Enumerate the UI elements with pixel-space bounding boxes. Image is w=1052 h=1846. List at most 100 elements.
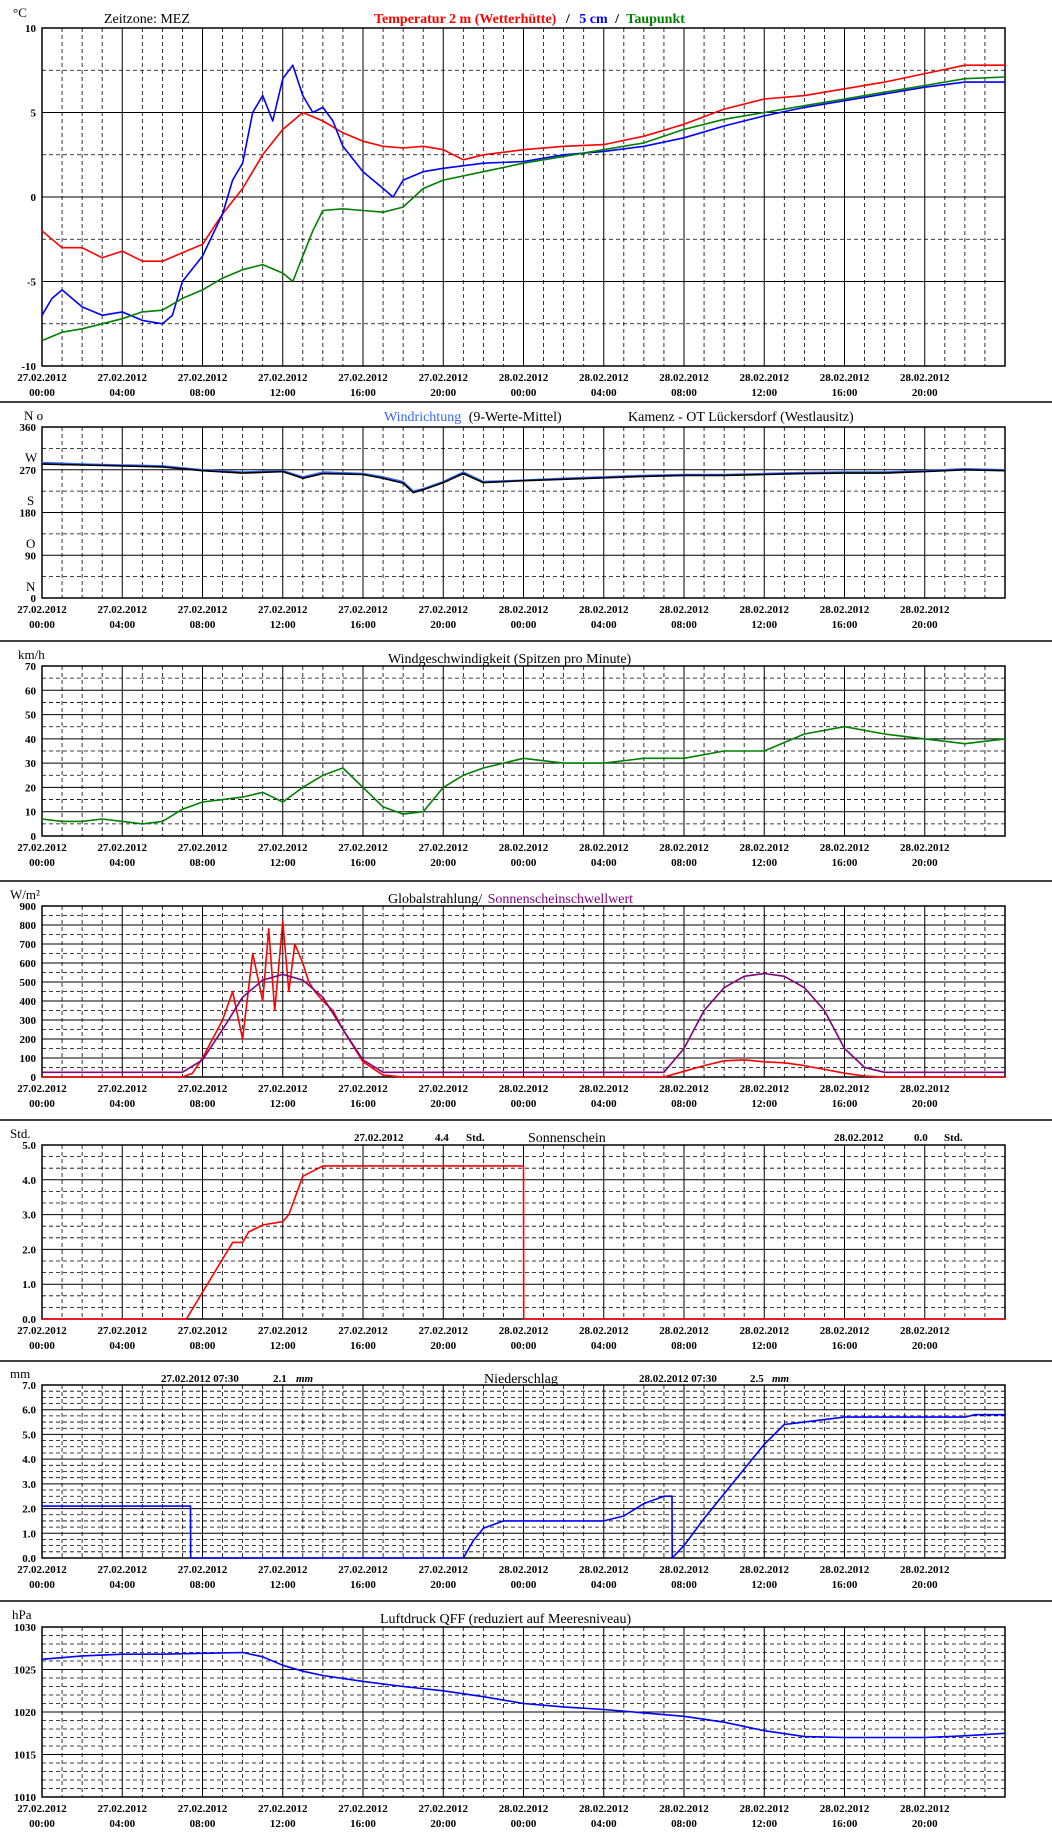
y-tick-label: 20 xyxy=(25,782,37,794)
radiation-y-ticks: 900 800 700 600 500 400 300 200 100 0 xyxy=(20,901,37,1084)
sunshine-day1-date: 27.02.2012 xyxy=(354,1132,404,1144)
x-tick-date: 28.02.2012 xyxy=(900,1325,950,1337)
x-tick-time: 16:00 xyxy=(350,1098,376,1110)
x-tick-time: 16:00 xyxy=(350,619,376,631)
x-tick-time: 00:00 xyxy=(511,1818,537,1830)
x-tick-time: 00:00 xyxy=(511,857,537,869)
x-tick-date: 28.02.2012 xyxy=(499,842,549,854)
x-tick-date: 27.02.2012 xyxy=(98,1325,148,1337)
y-tick-label: -5 xyxy=(27,277,37,289)
x-tick-date: 28.02.2012 xyxy=(740,1325,790,1337)
y-tick-label: 2.0 xyxy=(22,1244,36,1256)
pressure-series-luftdruck-qff xyxy=(41,1651,1006,1739)
compass-o: O xyxy=(26,536,35,551)
wind-speed-title: Windgeschwindigkeit (Spitzen pro Minute) xyxy=(388,652,632,667)
pressure-x-ticks: 27.02.2012 00:00 27.02.2012 04:00 27.02.2012… xyxy=(17,1803,950,1830)
x-tick-date: 27.02.2012 xyxy=(98,604,148,616)
panel-separators xyxy=(0,401,1052,1602)
x-tick-time: 08:00 xyxy=(671,857,697,869)
x-tick-time: 20:00 xyxy=(430,857,456,869)
radiation-vgrid xyxy=(41,906,1006,1077)
x-tick-time: 20:00 xyxy=(912,1098,938,1110)
precip-day1-value: 2.1 xyxy=(273,1373,287,1385)
x-tick-time: 04:00 xyxy=(109,619,135,631)
y-tick-label: 0 xyxy=(31,831,37,843)
sunshine-title: Sonnenschein xyxy=(528,1131,606,1146)
x-tick-date: 27.02.2012 xyxy=(258,842,308,854)
y-tick-label: 90 xyxy=(25,550,37,562)
precip-day1-unit: mm xyxy=(296,1373,314,1385)
sunshine-y-ticks: 5.0 4.0 3.0 2.0 1.0 0.0 xyxy=(22,1140,36,1326)
legend-sep1: / xyxy=(565,12,571,27)
x-tick-time: 00:00 xyxy=(29,1340,55,1352)
x-tick-date: 27.02.2012 xyxy=(419,1803,469,1815)
wind-speed-vgrid xyxy=(41,666,1006,836)
x-tick-time: 04:00 xyxy=(109,857,135,869)
wind-dir-legend-b: (9-Werte-Mittel) xyxy=(469,410,562,425)
x-tick-date: 27.02.2012 xyxy=(258,372,308,384)
y-tick-label: 4.0 xyxy=(22,1175,36,1187)
temperature-unit: °C xyxy=(13,5,27,20)
x-tick-date: 27.02.2012 xyxy=(338,1803,388,1815)
x-tick-time: 16:00 xyxy=(832,1818,858,1830)
x-tick-date: 28.02.2012 xyxy=(659,842,709,854)
x-tick-time: 16:00 xyxy=(350,1579,376,1591)
x-tick-date: 28.02.2012 xyxy=(659,604,709,616)
x-tick-time: 08:00 xyxy=(190,1579,216,1591)
precip-panel-labels: mm 27.02.2012 07:30 2.1 mm Niederschlag … xyxy=(10,1366,790,1387)
x-tick-date: 27.02.2012 xyxy=(178,1564,228,1576)
sunshine-panel-labels: Std. 27.02.2012 4.4 Std. Sonnenschein 28… xyxy=(10,1126,963,1146)
x-tick-time: 00:00 xyxy=(29,619,55,631)
x-tick-time: 20:00 xyxy=(912,1818,938,1830)
radiation-title: Globalstrahlung/ Sonnenscheinschwellwert xyxy=(388,892,633,907)
x-tick-time: 04:00 xyxy=(109,1098,135,1110)
precip-frame xyxy=(41,1384,1006,1559)
x-tick-date: 28.02.2012 xyxy=(820,604,870,616)
y-tick-label: 2.0 xyxy=(22,1504,36,1516)
x-tick-date: 28.02.2012 xyxy=(499,604,549,616)
radiation-title-b: Sonnenscheinschwellwert xyxy=(488,892,634,907)
x-tick-time: 12:00 xyxy=(751,1818,777,1830)
x-tick-date: 28.02.2012 xyxy=(499,1325,549,1337)
x-tick-time: 20:00 xyxy=(912,857,938,869)
y-tick-label: 5.0 xyxy=(22,1140,36,1152)
x-tick-time: 04:00 xyxy=(591,619,617,631)
y-tick-label: 500 xyxy=(20,977,37,989)
wind-direction-x-ticks: 27.02.2012 00:00 27.02.2012 04:00 27.02.2012… xyxy=(17,604,950,631)
x-tick-time: 04:00 xyxy=(109,1579,135,1591)
y-tick-label: 70 xyxy=(25,661,37,673)
x-tick-time: 12:00 xyxy=(270,857,296,869)
x-tick-date: 28.02.2012 xyxy=(659,1564,709,1576)
wind-speed-frame xyxy=(41,665,1006,837)
x-tick-time: 20:00 xyxy=(430,387,456,399)
wind-speed-y-ticks: 70 60 50 40 30 20 10 0 xyxy=(25,661,37,843)
x-tick-time: 16:00 xyxy=(350,1818,376,1830)
wind-dir-legend: Windrichtung (9-Werte-Mittel) xyxy=(384,410,562,425)
x-tick-time: 08:00 xyxy=(190,1340,216,1352)
x-tick-date: 27.02.2012 xyxy=(419,842,469,854)
wind-speed-chart: 70605040302010027.02.201200:0027.02.2012… xyxy=(17,661,1006,869)
x-tick-date: 27.02.2012 xyxy=(98,1803,148,1815)
x-tick-date: 28.02.2012 xyxy=(740,372,790,384)
y-tick-label: 0 xyxy=(31,1072,37,1084)
x-tick-time: 12:00 xyxy=(751,619,777,631)
sunshine-day2-value: 0.0 xyxy=(914,1132,928,1144)
x-tick-time: 12:00 xyxy=(270,1579,296,1591)
sunshine-day2-unit: Std. xyxy=(944,1132,963,1144)
x-tick-time: 08:00 xyxy=(671,619,697,631)
x-tick-date: 28.02.2012 xyxy=(900,372,950,384)
x-tick-time: 00:00 xyxy=(511,1340,537,1352)
x-tick-date: 28.02.2012 xyxy=(820,842,870,854)
pressure-chart: 1030102510201015101027.02.201200:0027.02… xyxy=(14,1622,1006,1830)
y-tick-label: 40 xyxy=(25,734,37,746)
temperature-series-5-cm xyxy=(41,64,1005,325)
x-tick-time: 16:00 xyxy=(832,619,858,631)
y-tick-label: 1.0 xyxy=(22,1528,36,1540)
x-tick-date: 27.02.2012 xyxy=(178,1325,228,1337)
x-tick-date: 28.02.2012 xyxy=(820,1325,870,1337)
precip-day1-date: 27.02.2012 07:30 xyxy=(161,1373,239,1385)
temperature-series-taupunkt xyxy=(41,76,1006,342)
x-tick-time: 16:00 xyxy=(832,387,858,399)
pressure-panel-labels: hPa Luftdruck QFF (reduziert auf Meeresn… xyxy=(12,1607,631,1627)
x-tick-time: 20:00 xyxy=(912,1579,938,1591)
